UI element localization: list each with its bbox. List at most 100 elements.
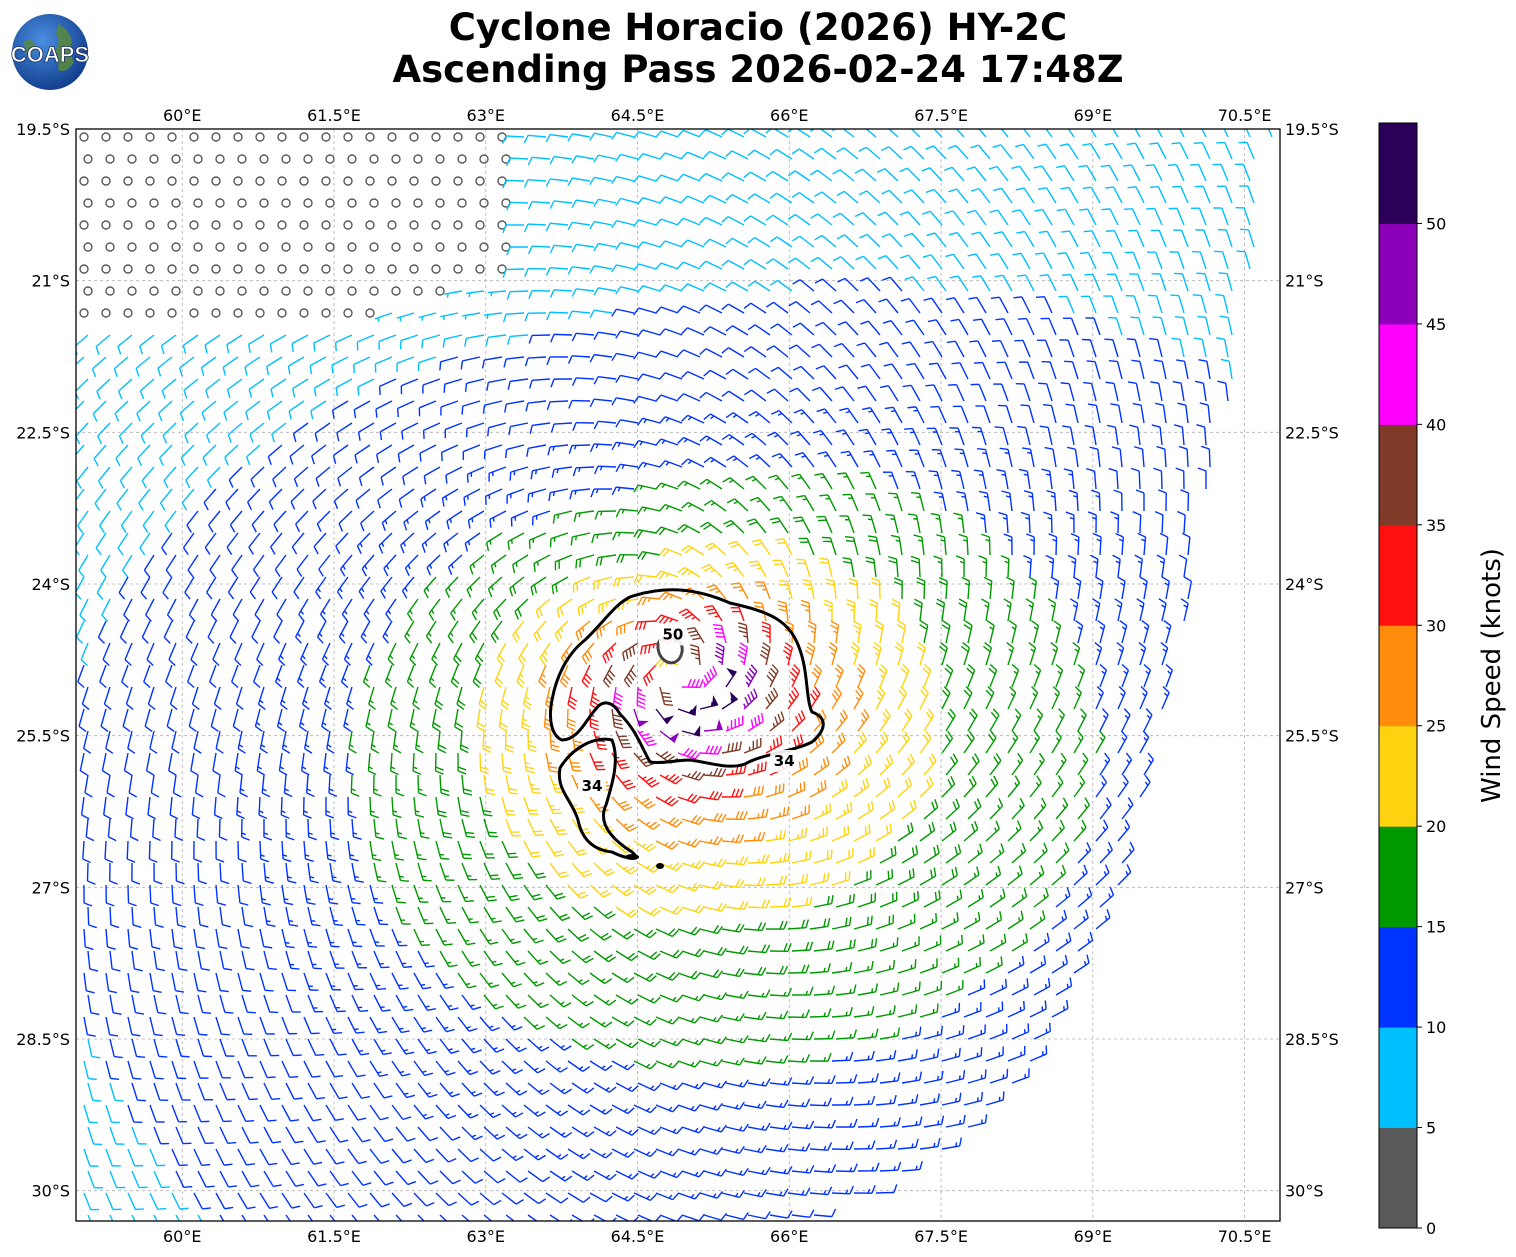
wind-barb — [699, 129, 723, 138]
wind-barb — [593, 576, 613, 591]
wind-barb — [792, 322, 815, 336]
wind-barb — [615, 241, 639, 251]
lon-tick-label-top: 60°E — [163, 106, 201, 125]
wind-barb — [528, 378, 551, 389]
wind-barb — [910, 555, 921, 578]
wind-barb — [1091, 489, 1101, 512]
wind-barb — [396, 312, 415, 322]
wind-barb — [166, 598, 177, 622]
wind-barb — [677, 393, 701, 402]
wind-barb — [743, 258, 767, 270]
wind-barb — [358, 466, 375, 487]
wind-barb — [1216, 337, 1229, 358]
wind-barb — [549, 244, 573, 254]
chart-title-line2: Ascending Pass 2026-02-24 17:48Z — [392, 48, 1124, 91]
wind-barb — [453, 176, 463, 186]
wind-barb — [374, 356, 393, 373]
wind-barb — [1014, 143, 1035, 160]
wind-barb — [245, 444, 261, 466]
wind-barb — [507, 378, 529, 390]
wind-barb — [79, 176, 89, 186]
wind-barb — [123, 176, 133, 186]
lon-tick-label-bottom: 61.5°E — [307, 1227, 361, 1246]
wind-barb — [281, 242, 291, 252]
wind-barb — [1082, 142, 1101, 160]
wind-barb — [281, 198, 291, 208]
wind-barb — [1061, 273, 1079, 292]
wind-barb — [189, 220, 199, 230]
wind-barb — [270, 532, 283, 555]
wind-barb — [744, 389, 767, 402]
wind-barb — [1020, 511, 1031, 534]
wind-barb — [347, 286, 357, 296]
wind-barb — [1132, 511, 1142, 534]
wind-barb — [145, 220, 155, 230]
wind-barb — [205, 378, 221, 399]
wind-barb — [842, 493, 859, 512]
wind-barb — [502, 179, 525, 189]
wind-barb — [343, 176, 353, 186]
wind-barb — [325, 242, 335, 252]
wind-barb — [179, 356, 195, 377]
wind-barb — [321, 176, 331, 186]
lat-tick-label-left: 30°S — [31, 1182, 70, 1201]
map-gridlines — [76, 129, 1280, 1221]
lon-tick-label-top: 69°E — [1074, 106, 1112, 125]
wind-barb — [303, 198, 313, 208]
wind-barbs — [76, 129, 1273, 1221]
wind-barb — [354, 444, 371, 464]
wind-barb — [765, 301, 789, 314]
wind-barb — [743, 171, 767, 182]
wind-barb — [397, 444, 415, 463]
wind-barb — [523, 134, 547, 144]
wind-barb — [117, 334, 133, 355]
wind-barb — [1145, 164, 1163, 182]
wind-barb — [1041, 360, 1057, 380]
wind-barb — [510, 510, 529, 527]
wind-barb — [413, 198, 423, 208]
wind-barb — [611, 308, 635, 317]
wind-barb — [723, 519, 745, 534]
wind-barb — [502, 312, 525, 323]
wind-barb — [1060, 186, 1079, 204]
wind-barb — [788, 344, 811, 358]
wind-barb — [1012, 252, 1031, 270]
wind-barb — [528, 334, 551, 344]
wind-barb — [527, 156, 551, 166]
wind-barb — [677, 129, 701, 138]
wind-barb — [149, 242, 159, 252]
wind-barb — [508, 422, 529, 436]
wind-barb — [277, 308, 287, 318]
wind-barb — [834, 386, 855, 402]
wind-barb — [96, 576, 107, 600]
wind-barb — [1201, 445, 1211, 468]
wind-barb — [909, 449, 925, 468]
wind-barb — [272, 466, 287, 488]
wind-barb — [1130, 467, 1141, 490]
wind-barb — [816, 408, 837, 424]
lon-tick-label-top: 67.5°E — [914, 106, 968, 125]
wind-barb — [550, 378, 573, 388]
wind-barb — [335, 378, 353, 397]
wind-barb — [139, 532, 151, 556]
wind-barb — [840, 450, 859, 468]
wind-barb — [435, 154, 445, 164]
wind-barb — [1015, 187, 1035, 204]
wind-barb — [507, 532, 525, 551]
wind-barb — [215, 154, 225, 164]
wind-barb — [479, 198, 489, 208]
wind-barb — [1219, 315, 1233, 336]
wind-barb — [255, 264, 265, 274]
wind-barb — [1178, 445, 1189, 468]
wind-barb — [1000, 129, 1009, 138]
wind-barb — [193, 242, 203, 252]
wind-barb — [1108, 359, 1123, 380]
wind-barb — [972, 318, 991, 336]
wind-barb — [633, 484, 657, 493]
wind-barb — [208, 510, 221, 533]
wind-barb — [978, 555, 988, 578]
wind-barb — [149, 286, 159, 296]
wind-barb — [255, 308, 265, 318]
wind-barb — [404, 554, 419, 576]
wind-barb — [994, 426, 1009, 446]
